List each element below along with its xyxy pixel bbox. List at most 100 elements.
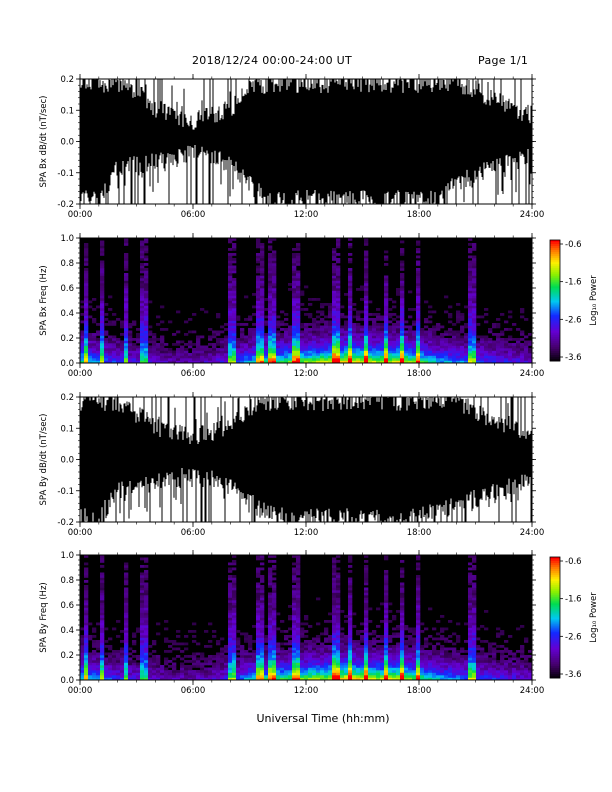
power-cell xyxy=(160,338,165,341)
power-cell xyxy=(168,350,173,354)
power-cell xyxy=(260,285,265,289)
power-cell xyxy=(288,657,293,661)
power-cell xyxy=(420,343,425,346)
power-cell xyxy=(480,350,485,354)
power-cell xyxy=(336,275,341,279)
colorbar-frame xyxy=(549,239,561,362)
power-cell xyxy=(512,350,517,354)
power-cell xyxy=(312,647,317,651)
power-cell xyxy=(344,293,349,296)
power-cell xyxy=(336,290,341,294)
power-cell xyxy=(432,343,437,346)
power-cell xyxy=(256,318,261,321)
power-cell xyxy=(288,353,293,356)
power-cell xyxy=(136,360,141,364)
power-cell xyxy=(332,288,337,291)
power-cell xyxy=(492,350,497,354)
power-cell xyxy=(92,338,97,341)
power-cell xyxy=(96,655,101,658)
power-cell xyxy=(264,635,269,638)
power-cell xyxy=(188,675,193,678)
power-cell xyxy=(472,338,477,341)
power-cell xyxy=(252,665,257,668)
power-cell xyxy=(284,655,289,658)
power-cell xyxy=(140,280,145,284)
power-cell xyxy=(248,338,253,341)
power-cell xyxy=(140,358,145,361)
power-cell xyxy=(340,325,345,329)
power-cell xyxy=(84,258,89,261)
power-cell xyxy=(156,315,161,319)
power-cell xyxy=(416,285,421,289)
power-cell xyxy=(508,338,513,341)
power-cell xyxy=(260,562,265,566)
power-cell xyxy=(84,585,89,588)
power-cell xyxy=(152,642,157,646)
power-cell xyxy=(180,675,185,678)
power-cell xyxy=(472,293,477,296)
power-cell xyxy=(112,345,117,349)
power-cell xyxy=(464,355,469,359)
power-cell xyxy=(296,635,301,638)
power-cell xyxy=(132,355,137,359)
power-cell xyxy=(260,333,265,336)
power-cell xyxy=(180,642,185,646)
power-cell xyxy=(200,675,205,678)
power-cell xyxy=(312,320,317,324)
power-cell xyxy=(84,320,89,324)
power-cell xyxy=(496,338,501,341)
power-cell xyxy=(188,672,193,676)
power-cell xyxy=(160,675,165,678)
power-cell xyxy=(96,622,101,626)
power-cell xyxy=(272,318,277,321)
colorbar-swatch xyxy=(550,310,560,313)
power-cell xyxy=(296,350,301,354)
power-cell xyxy=(96,348,101,351)
power-cell xyxy=(468,290,473,294)
power-cell xyxy=(296,295,301,299)
power-cell xyxy=(100,585,105,588)
power-cell xyxy=(456,320,461,324)
power-cell xyxy=(244,675,249,678)
power-cell xyxy=(524,348,529,351)
power-cell xyxy=(100,240,105,244)
power-cell xyxy=(292,625,297,628)
power-cell xyxy=(140,325,145,329)
power-cell xyxy=(296,345,301,349)
power-cell xyxy=(260,255,265,259)
power-cell xyxy=(156,662,161,666)
power-cell xyxy=(516,353,521,356)
power-cell xyxy=(308,333,313,336)
power-cell xyxy=(416,305,421,309)
power-cell xyxy=(100,353,105,356)
power-cell xyxy=(196,335,201,339)
power-cell xyxy=(308,338,313,341)
power-cell xyxy=(320,662,325,666)
power-cell xyxy=(472,283,477,286)
power-cell xyxy=(260,338,265,341)
power-cell xyxy=(268,625,273,628)
power-cell xyxy=(144,557,149,561)
power-cell xyxy=(276,320,281,324)
power-cell xyxy=(260,273,265,276)
power-cell xyxy=(416,300,421,304)
power-cell xyxy=(456,345,461,349)
power-cell xyxy=(260,350,265,354)
power-cell xyxy=(444,345,449,349)
power-cell xyxy=(296,253,301,256)
power-cell xyxy=(124,667,129,671)
power-cell xyxy=(260,253,265,256)
power-cell xyxy=(476,343,481,346)
power-cell xyxy=(144,650,149,653)
power-cell xyxy=(268,288,273,291)
power-cell xyxy=(252,313,257,316)
power-cell xyxy=(392,330,397,334)
power-cell xyxy=(116,355,121,359)
power-cell xyxy=(336,295,341,299)
power-cell xyxy=(268,275,273,279)
power-cell xyxy=(420,333,425,336)
power-cell xyxy=(232,315,237,319)
power-cell xyxy=(420,328,425,331)
power-cell xyxy=(296,260,301,264)
power-cell xyxy=(232,602,237,606)
